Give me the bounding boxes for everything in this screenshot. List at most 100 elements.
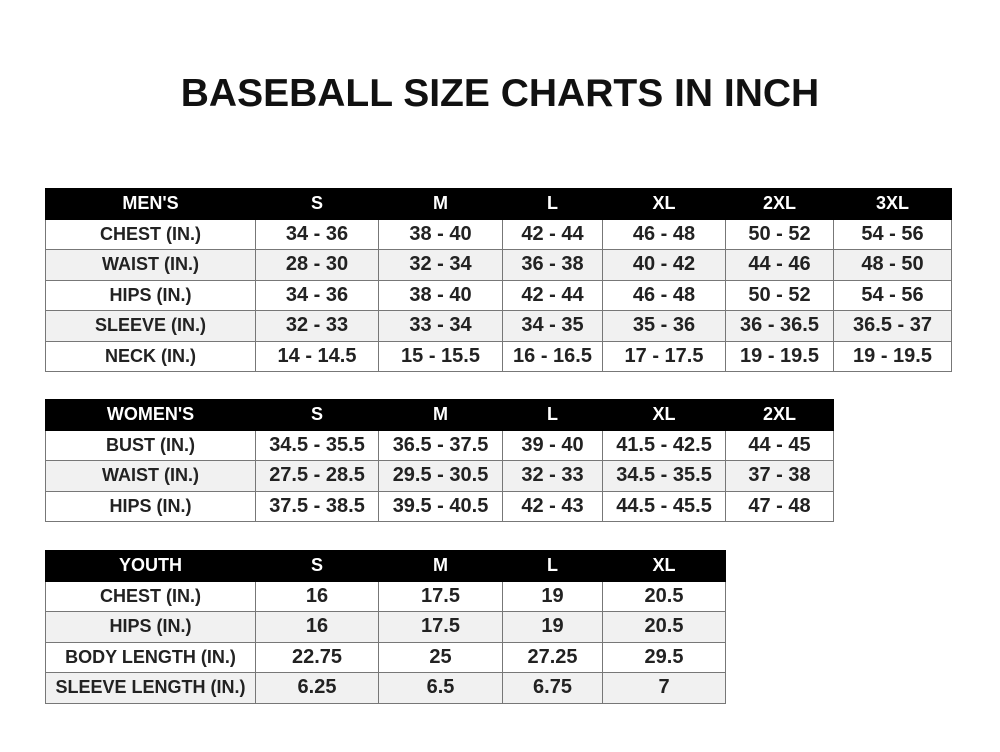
- size-value: 39.5 - 40.5: [378, 490, 503, 522]
- size-value: 33 - 34: [378, 310, 503, 342]
- size-value: 29.5 - 30.5: [378, 460, 503, 492]
- table-row: SLEEVE LENGTH (IN.) 6.25 6.5 6.75 7: [45, 672, 726, 704]
- size-value: 25: [378, 641, 503, 673]
- header-row: MEN'S S M L XL 2XL 3XL: [45, 188, 952, 220]
- size-value: 46 - 48: [602, 279, 726, 311]
- size-value: 6.75: [502, 672, 603, 704]
- size-header: M: [378, 550, 503, 582]
- size-value: 48 - 50: [833, 249, 952, 281]
- size-header: 2XL: [725, 399, 834, 431]
- size-value: 27.5 - 28.5: [255, 460, 379, 492]
- table-row: SLEEVE (IN.) 32 - 33 33 - 34 34 - 35 35 - 36…: [45, 310, 952, 342]
- measurement-label: NECK (IN.): [45, 340, 256, 372]
- size-value: 34 - 35: [502, 310, 603, 342]
- size-value: 50 - 52: [725, 218, 834, 250]
- measurement-label: WAIST (IN.): [45, 460, 256, 492]
- size-value: 6.5: [378, 672, 503, 704]
- table-row: CHEST (IN.) 16 17.5 19 20.5: [45, 580, 726, 612]
- size-value: 16 - 16.5: [502, 340, 603, 372]
- size-value: 17.5: [378, 580, 503, 612]
- measurement-label: CHEST (IN.): [45, 218, 256, 250]
- header-row: WOMEN'S S M L XL 2XL: [45, 399, 834, 431]
- size-value: 54 - 56: [833, 218, 952, 250]
- size-value: 20.5: [602, 580, 726, 612]
- size-value: 6.25: [255, 672, 379, 704]
- table-row: CHEST (IN.) 34 - 36 38 - 40 42 - 44 46 - 48 5…: [45, 218, 952, 250]
- size-header: L: [502, 550, 603, 582]
- measurement-label: SLEEVE (IN.): [45, 310, 256, 342]
- size-value: 16: [255, 611, 379, 643]
- size-value: 20.5: [602, 611, 726, 643]
- size-value: 47 - 48: [725, 490, 834, 522]
- size-value: 19: [502, 580, 603, 612]
- size-header: 2XL: [725, 188, 834, 220]
- size-value: 34.5 - 35.5: [602, 460, 726, 492]
- size-value: 17 - 17.5: [602, 340, 726, 372]
- size-value: 28 - 30: [255, 249, 379, 281]
- size-value: 34 - 36: [255, 279, 379, 311]
- size-header: M: [378, 188, 503, 220]
- measurement-label: BUST (IN.): [45, 429, 256, 461]
- size-value: 35 - 36: [602, 310, 726, 342]
- category-header: WOMEN'S: [45, 399, 256, 431]
- size-value: 38 - 40: [378, 279, 503, 311]
- page-title: BASEBALL SIZE CHARTS IN INCH: [180, 72, 820, 115]
- size-value: 42 - 44: [502, 279, 603, 311]
- category-header: YOUTH: [45, 550, 256, 582]
- size-value: 16: [255, 580, 379, 612]
- size-value: 19 - 19.5: [833, 340, 952, 372]
- table-row: BUST (IN.) 34.5 - 35.5 36.5 - 37.5 39 - 40 4…: [45, 429, 834, 461]
- table-row: HIPS (IN.) 16 17.5 19 20.5: [45, 611, 726, 643]
- size-value: 37 - 38: [725, 460, 834, 492]
- size-header: S: [255, 188, 379, 220]
- size-value: 32 - 34: [378, 249, 503, 281]
- size-value: 19: [502, 611, 603, 643]
- size-value: 54 - 56: [833, 279, 952, 311]
- size-value: 7: [602, 672, 726, 704]
- size-header: L: [502, 188, 603, 220]
- table-row: WAIST (IN.) 27.5 - 28.5 29.5 - 30.5 32 - 33…: [45, 460, 834, 492]
- size-value: 34.5 - 35.5: [255, 429, 379, 461]
- table-row: HIPS (IN.) 34 - 36 38 - 40 42 - 44 46 - 48 50…: [45, 279, 952, 311]
- size-value: 44 - 46: [725, 249, 834, 281]
- size-header: M: [378, 399, 503, 431]
- size-header: S: [255, 399, 379, 431]
- mens-size-table: MEN'S S M L XL 2XL 3XL CHEST (IN.) 34 - 36 38 - 4…: [45, 188, 952, 372]
- size-value: 36.5 - 37: [833, 310, 952, 342]
- size-value: 32 - 33: [502, 460, 603, 492]
- size-header: S: [255, 550, 379, 582]
- size-header: XL: [602, 399, 726, 431]
- youth-size-table: YOUTH S M L XL CHEST (IN.) 16 17.5 19 20.5 HIPS (I…: [45, 550, 726, 704]
- size-value: 42 - 44: [502, 218, 603, 250]
- size-value: 36.5 - 37.5: [378, 429, 503, 461]
- measurement-label: HIPS (IN.): [45, 490, 256, 522]
- measurement-label: SLEEVE LENGTH (IN.): [45, 672, 256, 704]
- size-value: 19 - 19.5: [725, 340, 834, 372]
- size-value: 29.5: [602, 641, 726, 673]
- size-header: 3XL: [833, 188, 952, 220]
- size-value: 32 - 33: [255, 310, 379, 342]
- category-header: MEN'S: [45, 188, 256, 220]
- size-value: 27.25: [502, 641, 603, 673]
- table-row: HIPS (IN.) 37.5 - 38.5 39.5 - 40.5 42 - 43 4…: [45, 490, 834, 522]
- size-value: 50 - 52: [725, 279, 834, 311]
- womens-size-table: WOMEN'S S M L XL 2XL BUST (IN.) 34.5 - 35.5 36.5…: [45, 399, 834, 522]
- size-value: 41.5 - 42.5: [602, 429, 726, 461]
- table-row: WAIST (IN.) 28 - 30 32 - 34 36 - 38 40 - 42 4…: [45, 249, 952, 281]
- size-header: XL: [602, 550, 726, 582]
- measurement-label: HIPS (IN.): [45, 611, 256, 643]
- header-row: YOUTH S M L XL: [45, 550, 726, 582]
- size-value: 42 - 43: [502, 490, 603, 522]
- size-header: XL: [602, 188, 726, 220]
- table-row: NECK (IN.) 14 - 14.5 15 - 15.5 16 - 16.5 17 …: [45, 340, 952, 372]
- size-value: 44 - 45: [725, 429, 834, 461]
- size-header: L: [502, 399, 603, 431]
- size-value: 36 - 38: [502, 249, 603, 281]
- size-value: 37.5 - 38.5: [255, 490, 379, 522]
- measurement-label: CHEST (IN.): [45, 580, 256, 612]
- size-value: 34 - 36: [255, 218, 379, 250]
- size-value: 36 - 36.5: [725, 310, 834, 342]
- measurement-label: HIPS (IN.): [45, 279, 256, 311]
- size-value: 15 - 15.5: [378, 340, 503, 372]
- size-value: 17.5: [378, 611, 503, 643]
